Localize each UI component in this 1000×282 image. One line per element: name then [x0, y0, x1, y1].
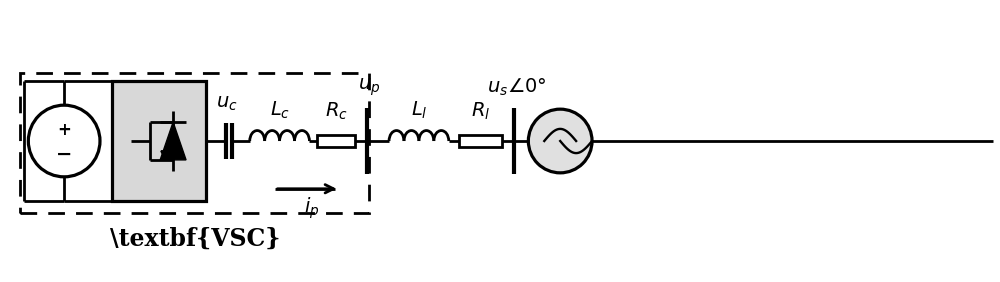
Bar — [20, 73, 369, 213]
Text: $\boldsymbol{u_c}$: $\boldsymbol{u_c}$ — [216, 95, 238, 113]
Circle shape — [528, 109, 592, 173]
Text: $\boldsymbol{L_l}$: $\boldsymbol{L_l}$ — [411, 99, 427, 121]
Text: $\boldsymbol{R_c}$: $\boldsymbol{R_c}$ — [325, 100, 348, 122]
Bar — [459, 135, 502, 147]
Text: $\boldsymbol{u_s}\angle 0°$: $\boldsymbol{u_s}\angle 0°$ — [487, 77, 546, 98]
Polygon shape — [160, 122, 186, 160]
Text: \textbf{VSC}: \textbf{VSC} — [110, 226, 280, 251]
Text: $\boldsymbol{R_l}$: $\boldsymbol{R_l}$ — [471, 100, 490, 122]
Text: −: − — [56, 144, 72, 164]
Bar — [112, 81, 206, 201]
Text: +: + — [57, 121, 71, 139]
Text: $\boldsymbol{L_c}$: $\boldsymbol{L_c}$ — [270, 99, 290, 121]
Text: $\boldsymbol{u_p}$: $\boldsymbol{u_p}$ — [358, 77, 380, 98]
Text: $\boldsymbol{i_p}$: $\boldsymbol{i_p}$ — [304, 196, 320, 221]
Bar — [317, 135, 355, 147]
